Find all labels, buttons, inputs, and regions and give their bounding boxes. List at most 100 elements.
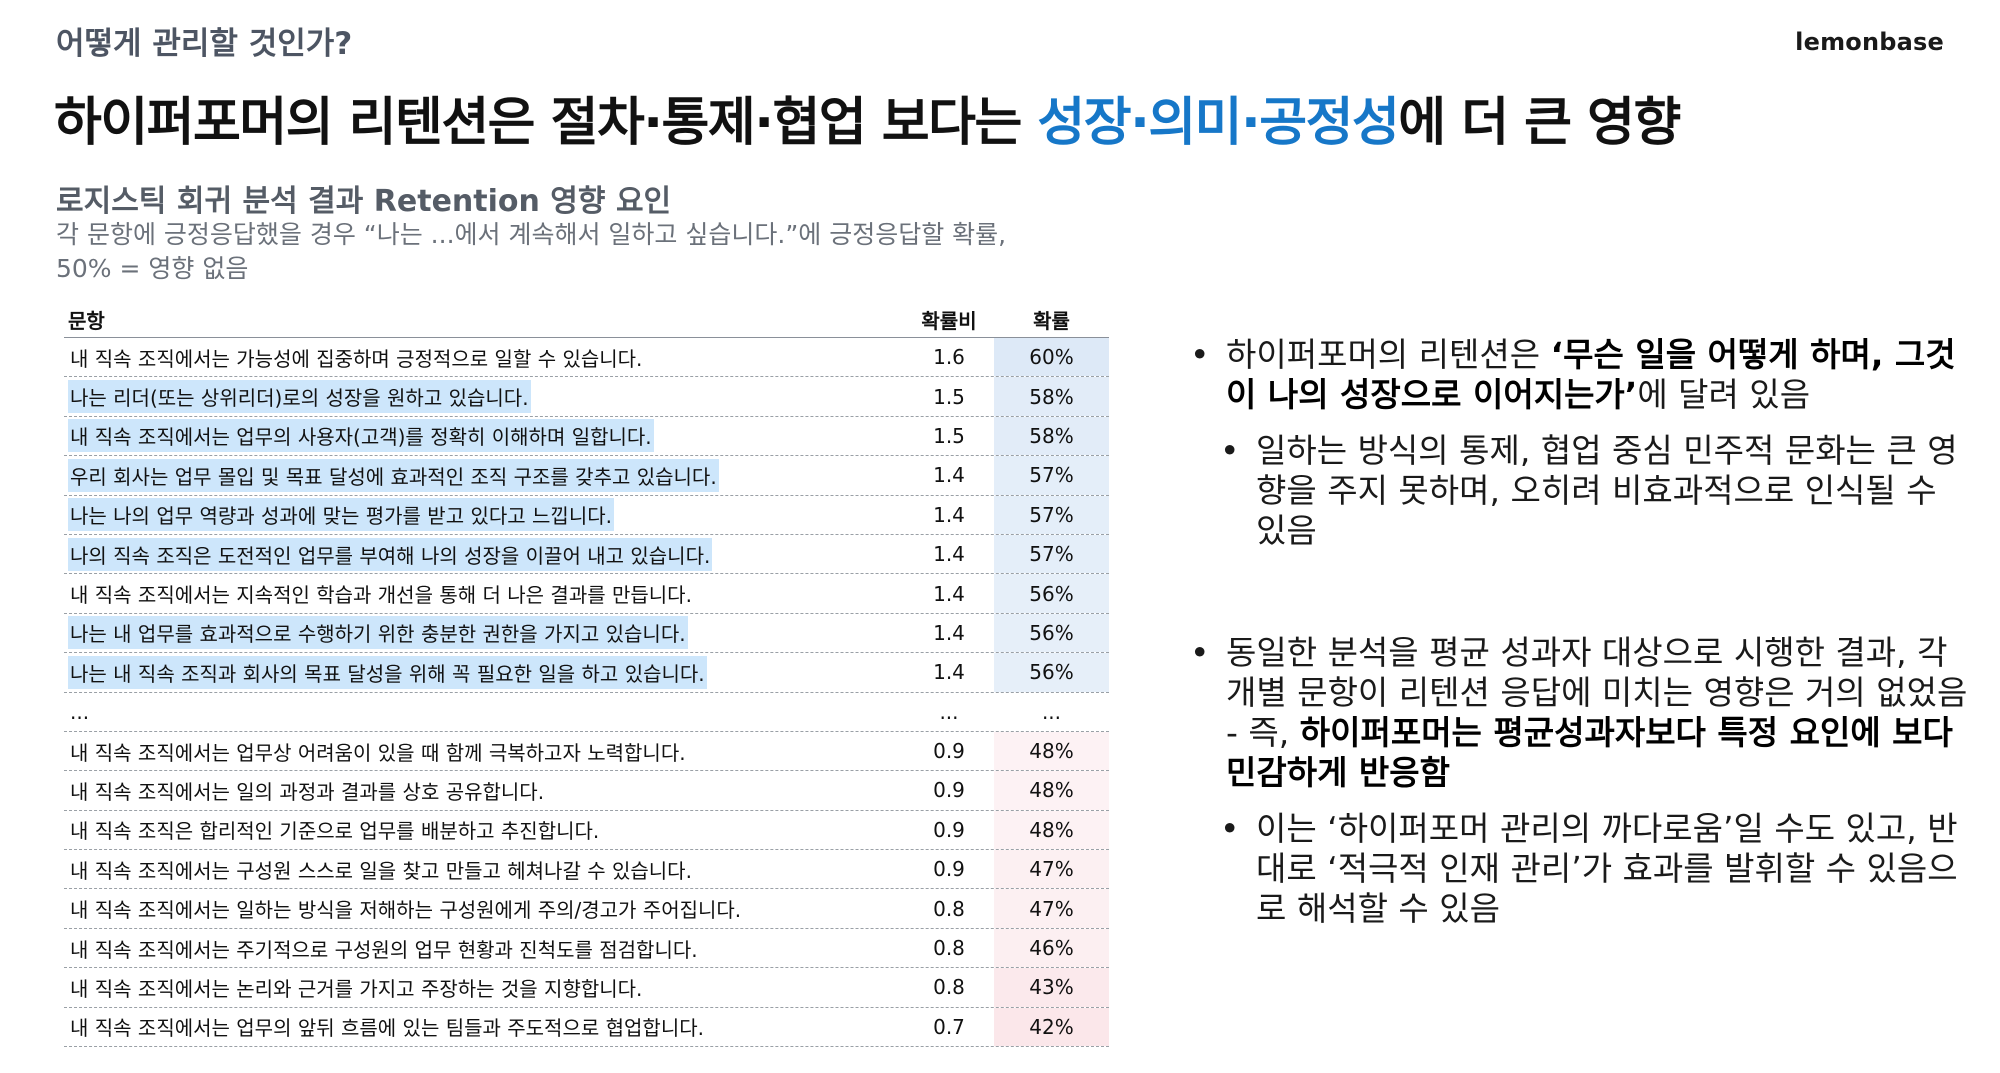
bullet-1: • 하이퍼포머의 리텐션은 ‘무슨 일을 어떻게 하며, 그것이 나의 성장으로 … bbox=[1190, 335, 1970, 415]
question-cell: 내 직속 조직에서는 가능성에 집중하며 긍정적으로 일할 수 있습니다. bbox=[68, 338, 644, 376]
odds-cell: ... bbox=[939, 699, 959, 724]
header-question: 문항 bbox=[68, 309, 105, 333]
table-row: 내 직속 조직에서는 일의 과정과 결과를 상호 공유합니다. 0.9 48% bbox=[64, 771, 1109, 811]
table-row: 나는 나의 업무 역량과 성과에 맞는 평가를 받고 있다고 느낍니다. 1.4 5… bbox=[64, 495, 1109, 535]
question-cell: 내 직속 조직에서는 업무의 앞뒤 흐름에 있는 팀들과 주도적으로 협업합니다… bbox=[68, 1008, 706, 1046]
title-highlight: 성장·의미·공정성 bbox=[1037, 93, 1399, 153]
description-line1: 각 문항에 긍정응답했을 경우 “나는 ...에서 계속해서 일하고 싶습니다.… bbox=[56, 220, 1007, 249]
prob-cell: 47% bbox=[1029, 857, 1074, 882]
prob-cell: 42% bbox=[1029, 1014, 1074, 1039]
prob-cell: 57% bbox=[1029, 463, 1074, 488]
prob-heat-cell bbox=[994, 338, 1109, 377]
odds-cell: 1.4 bbox=[933, 502, 965, 527]
question-cell: ... bbox=[68, 693, 91, 731]
header-prob: 확률 bbox=[1033, 309, 1070, 333]
table-row: 나는 내 업무를 효과적으로 수행하기 위한 충분한 권한을 가지고 있습니다.… bbox=[64, 613, 1109, 654]
question-cell: 내 직속 조직은 합리적인 기준으로 업무를 배분하고 추진합니다. bbox=[68, 811, 601, 849]
bullet-2: • 동일한 분석을 평균 성과자 대상으로 시행한 결과, 각 개별 문항이 리텐… bbox=[1190, 633, 1970, 793]
question-text: ... bbox=[70, 699, 90, 724]
bullet-1-sub-text: 일하는 방식의 통제, 협업 중심 민주적 문화는 큰 영향을 주지 못하며, … bbox=[1256, 431, 1958, 550]
table-row: 내 직속 조직에서는 업무의 앞뒤 흐름에 있는 팀들과 주도적으로 협업합니다… bbox=[64, 1007, 1109, 1048]
prob-heat-cell bbox=[994, 495, 1109, 534]
prob-heat-cell bbox=[994, 613, 1109, 653]
question-text: 나는 나의 업무 역량과 성과에 맞는 평가를 받고 있다고 느낍니다. bbox=[68, 498, 614, 532]
question-cell: 내 직속 조직에서는 주기적으로 구성원의 업무 현황과 진척도를 점검합니다. bbox=[68, 929, 700, 967]
odds-cell: 1.5 bbox=[933, 384, 965, 409]
odds-cell: 1.4 bbox=[933, 581, 965, 606]
section-label: 어떻게 관리할 것인가? bbox=[56, 26, 353, 62]
question-cell: 내 직속 조직에서는 업무상 어려움이 있을 때 함께 극복하고자 노력합니다. bbox=[68, 732, 688, 770]
question-cell: 내 직속 조직에서는 일하는 방식을 저해하는 구성원에게 주의/경고가 주어집… bbox=[68, 889, 743, 927]
question-cell: 나는 나의 업무 역량과 성과에 맞는 평가를 받고 있다고 느낍니다. bbox=[68, 496, 614, 534]
question-text: 내 직속 조직에서는 업무의 앞뒤 흐름에 있는 팀들과 주도적으로 협업합니다… bbox=[70, 1016, 704, 1041]
table-row: 나는 내 직속 조직과 회사의 목표 달성을 위해 꼭 필요한 일을 하고 있습… bbox=[64, 653, 1109, 693]
bullet-dot: • bbox=[1190, 335, 1210, 374]
bullet-2-sub: • 이는 ‘하이퍼포머 관리의 까다로움’일 수도 있고, 반대로 ‘적극적 인재… bbox=[1190, 809, 1970, 929]
bullet-1-sub: • 일하는 방식의 통제, 협업 중심 민주적 문화는 큰 영향을 주지 못하며,… bbox=[1190, 431, 1970, 551]
title-part2: 에 더 큰 영향 bbox=[1398, 93, 1681, 153]
prob-heat-cell bbox=[994, 889, 1109, 928]
prob-cell: 58% bbox=[1029, 423, 1074, 448]
odds-cell: 1.6 bbox=[933, 345, 965, 370]
odds-cell: 0.8 bbox=[933, 896, 965, 921]
table-row: 내 직속 조직에서는 주기적으로 구성원의 업무 현황과 진척도를 점검합니다.… bbox=[64, 928, 1109, 969]
table-row: 나의 직속 조직은 도전적인 업무를 부여해 나의 성장을 이끌어 내고 있습니… bbox=[64, 534, 1109, 575]
table-row: 나는 리더(또는 상위리더)로의 성장을 원하고 있습니다. 1.5 58% bbox=[64, 377, 1109, 417]
question-text: 나는 리더(또는 상위리더)로의 성장을 원하고 있습니다. bbox=[68, 380, 531, 414]
prob-heat-cell bbox=[994, 731, 1109, 771]
question-cell: 내 직속 조직에서는 업무의 사용자(고객)를 정확히 이해하며 일합니다. bbox=[68, 417, 654, 455]
table-row: 내 직속 조직에서는 일하는 방식을 저해하는 구성원에게 주의/경고가 주어집… bbox=[64, 889, 1109, 929]
odds-cell: 1.4 bbox=[933, 463, 965, 488]
prob-cell: 56% bbox=[1029, 581, 1074, 606]
prob-cell: 47% bbox=[1029, 896, 1074, 921]
question-text: 내 직속 조직에서는 업무의 사용자(고객)를 정확히 이해하며 일합니다. bbox=[68, 419, 654, 453]
prob-heat-cell bbox=[994, 416, 1109, 456]
table-row: 내 직속 조직에서는 구성원 스스로 일을 찾고 만들고 헤쳐나갈 수 있습니다… bbox=[64, 850, 1109, 890]
prob-cell: 48% bbox=[1029, 778, 1074, 803]
prob-cell: 57% bbox=[1029, 502, 1074, 527]
page-title: 하이퍼포머의 리텐션은 절차·통제·협업 보다는 성장·의미·공정성에 더 큰 … bbox=[54, 80, 1681, 155]
prob-cell: 57% bbox=[1029, 542, 1074, 567]
prob-cell: 48% bbox=[1029, 739, 1074, 764]
question-text: 내 직속 조직에서는 가능성에 집중하며 긍정적으로 일할 수 있습니다. bbox=[70, 346, 643, 371]
question-text: 나의 직속 조직은 도전적인 업무를 부여해 나의 성장을 이끌어 내고 있습니… bbox=[68, 537, 713, 571]
odds-cell: 1.4 bbox=[933, 542, 965, 567]
table-header: 문항 확률비 확률 bbox=[64, 302, 1109, 338]
question-cell: 내 직속 조직에서는 지속적인 학습과 개선을 통해 더 나은 결과를 만듭니다… bbox=[68, 574, 694, 612]
prob-cell: 46% bbox=[1029, 936, 1074, 961]
prob-cell: 58% bbox=[1029, 384, 1074, 409]
insights: • 하이퍼포머의 리텐션은 ‘무슨 일을 어떻게 하며, 그것이 나의 성장으로 … bbox=[1190, 335, 1970, 929]
question-cell: 내 직속 조직에서는 구성원 스스로 일을 찾고 만들고 헤쳐나갈 수 있습니다… bbox=[68, 850, 694, 888]
odds-cell: 1.4 bbox=[933, 620, 965, 645]
odds-cell: 0.9 bbox=[933, 817, 965, 842]
analysis-subtitle: 로지스틱 회귀 분석 결과 Retention 영향 요인 bbox=[56, 184, 672, 219]
header-odds: 확률비 bbox=[921, 309, 977, 333]
table-row: ......... bbox=[64, 693, 1109, 732]
prob-heat-cell bbox=[994, 1007, 1109, 1047]
prob-heat-cell bbox=[994, 850, 1109, 889]
prob-cell: ... bbox=[1041, 699, 1062, 724]
question-cell: 우리 회사는 업무 몰입 및 목표 달성에 효과적인 조직 구조를 갖추고 있습… bbox=[68, 456, 719, 494]
bullet-1-post: 에 달려 있음 bbox=[1637, 375, 1811, 414]
question-text: 내 직속 조직에서는 업무상 어려움이 있을 때 함께 극복하고자 노력합니다. bbox=[70, 740, 686, 765]
sub-bullet-dot: • bbox=[1220, 431, 1240, 470]
brand-logo: lemonbase bbox=[1795, 28, 1944, 56]
question-text: 내 직속 조직에서는 논리와 근거를 가지고 주장하는 것을 지향합니다. bbox=[70, 976, 643, 1001]
question-text: 우리 회사는 업무 몰입 및 목표 달성에 효과적인 조직 구조를 갖추고 있습… bbox=[68, 458, 719, 492]
question-cell: 내 직속 조직에서는 일의 과정과 결과를 상호 공유합니다. bbox=[68, 771, 546, 809]
bullet-2-bold: 하이퍼포머는 평균성과자보다 특정 요인에 보다 민감하게 반응함 bbox=[1226, 713, 1953, 792]
question-cell: 나의 직속 조직은 도전적인 업무를 부여해 나의 성장을 이끌어 내고 있습니… bbox=[68, 535, 713, 573]
prob-heat-cell bbox=[994, 574, 1109, 613]
question-cell: 나는 리더(또는 상위리더)로의 성장을 원하고 있습니다. bbox=[68, 377, 531, 415]
prob-heat-cell bbox=[994, 653, 1109, 692]
sub-bullet-dot: • bbox=[1220, 809, 1240, 848]
prob-cell: 56% bbox=[1029, 660, 1074, 685]
bullet-2-sub-text: 이는 ‘하이퍼포머 관리의 까다로움’일 수도 있고, 반대로 ‘적극적 인재 … bbox=[1256, 809, 1958, 928]
prob-cell: 56% bbox=[1029, 620, 1074, 645]
odds-cell: 0.9 bbox=[933, 857, 965, 882]
bullet-2-pre: 동일한 분석을 평균 성과자 대상으로 시행한 결과, 각 개별 문항이 리텐션… bbox=[1226, 633, 1968, 752]
description-line2: 50% = 영향 없음 bbox=[56, 254, 249, 283]
question-cell: 나는 내 직속 조직과 회사의 목표 달성을 위해 꼭 필요한 일을 하고 있습… bbox=[68, 653, 707, 691]
prob-heat-cell bbox=[994, 968, 1109, 1007]
odds-cell: 1.4 bbox=[933, 660, 965, 685]
